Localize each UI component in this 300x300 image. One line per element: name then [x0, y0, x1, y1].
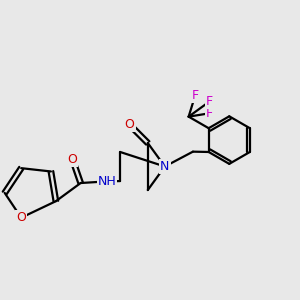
Text: O: O [124, 118, 134, 131]
Text: O: O [16, 211, 26, 224]
Text: F: F [206, 95, 213, 108]
Text: F: F [206, 107, 213, 120]
Text: F: F [192, 89, 199, 102]
Text: O: O [68, 153, 77, 166]
Text: N: N [160, 160, 170, 173]
Text: NH: NH [98, 175, 116, 188]
